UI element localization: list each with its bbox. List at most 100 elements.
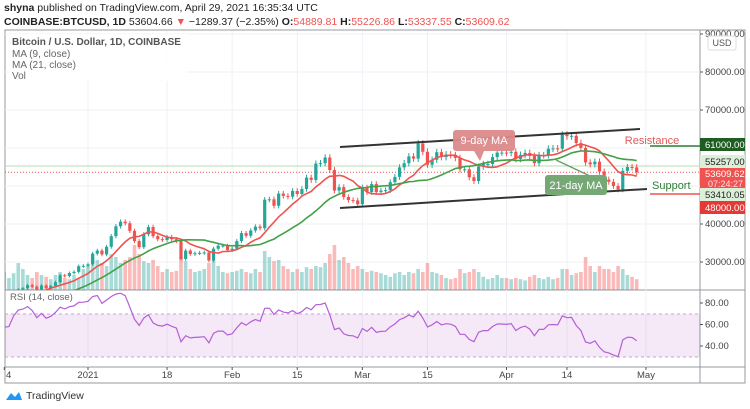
candle[interactable] [365, 184, 369, 195]
candle[interactable] [407, 153, 411, 167]
candle[interactable] [165, 234, 169, 243]
candle[interactable] [95, 248, 99, 256]
candle[interactable] [253, 224, 257, 233]
rsi-axis[interactable]: 80.00 60.00 40.00 [700, 298, 729, 352]
candle[interactable] [430, 156, 434, 168]
candle[interactable] [402, 160, 406, 171]
candle[interactable] [374, 181, 378, 195]
legend-vol[interactable]: Vol [12, 71, 26, 82]
candle[interactable] [416, 139, 420, 162]
candle[interactable] [435, 148, 439, 164]
candle[interactable] [523, 149, 527, 159]
candle[interactable] [635, 164, 639, 176]
candle[interactable] [44, 284, 48, 290]
candle[interactable] [184, 248, 188, 261]
candle[interactable] [574, 132, 578, 147]
legend-ma9[interactable]: MA (9, close) [12, 49, 70, 60]
candle[interactable] [160, 237, 164, 243]
candle[interactable] [281, 190, 285, 199]
candle[interactable] [597, 158, 602, 175]
candle[interactable] [495, 149, 499, 161]
candle[interactable] [551, 144, 555, 153]
candle[interactable] [328, 154, 332, 174]
candle[interactable] [105, 244, 109, 257]
candle[interactable] [295, 188, 299, 197]
price-axis[interactable]: 90000.00 80000.00 70000.00 40000.00 30000.00 [700, 29, 745, 268]
ma9-callout[interactable]: 9-day MA [453, 130, 515, 161]
candle[interactable] [156, 234, 160, 242]
candle[interactable] [351, 197, 355, 204]
candle[interactable] [193, 251, 197, 256]
candle[interactable] [211, 246, 216, 263]
candle[interactable] [216, 243, 220, 251]
candle[interactable] [72, 270, 76, 275]
candle[interactable] [291, 188, 295, 200]
candle[interactable] [207, 250, 211, 263]
candle[interactable] [21, 286, 25, 291]
candle[interactable] [132, 228, 137, 244]
candle[interactable] [384, 187, 388, 194]
candle[interactable] [188, 248, 192, 256]
candle[interactable] [63, 273, 67, 278]
candle[interactable] [472, 174, 476, 184]
candle[interactable] [314, 160, 318, 183]
candle[interactable] [286, 193, 290, 200]
candle[interactable] [309, 174, 313, 183]
candle[interactable] [39, 284, 44, 291]
candle[interactable] [304, 174, 309, 192]
candle[interactable] [425, 148, 430, 168]
candle[interactable] [337, 184, 341, 194]
candle[interactable] [81, 264, 85, 268]
candle[interactable] [411, 153, 416, 162]
candle[interactable] [239, 230, 244, 244]
candle[interactable] [263, 197, 267, 231]
candle[interactable] [593, 158, 597, 168]
candle[interactable] [546, 145, 550, 159]
candle[interactable] [579, 139, 583, 152]
candle[interactable] [277, 190, 281, 209]
candle[interactable] [318, 160, 323, 167]
candle[interactable] [16, 288, 20, 296]
candle[interactable] [356, 197, 360, 207]
candle[interactable] [583, 144, 588, 166]
candle[interactable] [198, 251, 202, 256]
candle[interactable] [346, 194, 350, 203]
candle[interactable] [249, 228, 253, 238]
candle[interactable] [86, 262, 90, 268]
legend-ma21[interactable]: MA (21, close) [12, 60, 76, 71]
candle[interactable] [244, 230, 248, 238]
candle[interactable] [467, 166, 471, 181]
candle[interactable] [77, 264, 81, 274]
candle[interactable] [35, 285, 39, 291]
candle[interactable] [146, 224, 151, 237]
resistance-annotation[interactable]: Resistance [625, 135, 700, 147]
candle[interactable] [25, 283, 30, 290]
candle[interactable] [556, 144, 560, 153]
candle[interactable] [611, 178, 616, 189]
candle[interactable] [58, 273, 62, 284]
candle[interactable] [537, 151, 541, 167]
candle[interactable] [607, 176, 611, 185]
candle[interactable] [100, 248, 104, 257]
candle[interactable] [453, 151, 457, 162]
ma21-callout[interactable]: 21-day MA [545, 159, 607, 195]
candle[interactable] [272, 196, 276, 209]
rsi-legend[interactable]: RSI (14, close) [10, 292, 73, 303]
candle[interactable] [179, 239, 183, 261]
candle[interactable] [300, 186, 304, 197]
time-axis[interactable]: 4 2021 18 Feb 15 Mar 15 Apr 14 May [3, 367, 655, 381]
candle[interactable] [439, 148, 443, 161]
candle[interactable] [588, 159, 592, 168]
candle[interactable] [0, 302, 1, 306]
candle[interactable] [477, 163, 481, 184]
candle[interactable] [128, 220, 132, 234]
currency-badge[interactable] [707, 35, 737, 51]
candle[interactable] [267, 196, 271, 203]
candle[interactable] [91, 251, 95, 266]
candle[interactable] [393, 173, 397, 186]
candle[interactable] [123, 219, 127, 226]
candle[interactable] [621, 167, 625, 193]
candle[interactable] [258, 224, 262, 231]
candle[interactable] [109, 234, 113, 249]
candle[interactable] [332, 166, 337, 194]
